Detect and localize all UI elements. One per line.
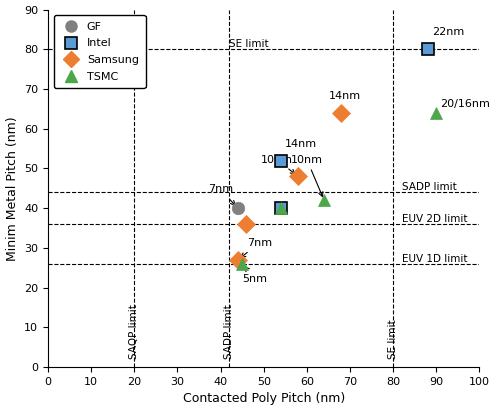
Text: SADP limit: SADP limit [402,182,456,192]
Text: 10nm: 10nm [260,155,295,174]
Text: 14nm: 14nm [328,91,360,101]
Y-axis label: Minim Metal Pitch (nm): Minim Metal Pitch (nm) [6,116,18,261]
Text: 10nm: 10nm [291,155,323,196]
Text: EUV 2D limit: EUV 2D limit [402,214,468,224]
Text: 7nm: 7nm [208,184,235,205]
Text: SADP limit: SADP limit [224,305,234,359]
X-axis label: Contacted Poly Pitch (nm): Contacted Poly Pitch (nm) [182,393,345,405]
Text: 7nm: 7nm [241,238,272,257]
Text: SE limit: SE limit [229,39,269,49]
Text: 20/16nm: 20/16nm [440,99,490,109]
Legend: GF, Intel, Samsung, TSMC: GF, Intel, Samsung, TSMC [54,15,146,88]
Text: 22nm: 22nm [432,28,464,37]
Text: SAQP limit: SAQP limit [130,304,140,359]
Text: SE limit: SE limit [388,320,398,359]
Text: EUV 1D limit: EUV 1D limit [402,254,468,264]
Text: 14nm: 14nm [286,139,318,149]
Text: 5nm: 5nm [242,267,268,284]
